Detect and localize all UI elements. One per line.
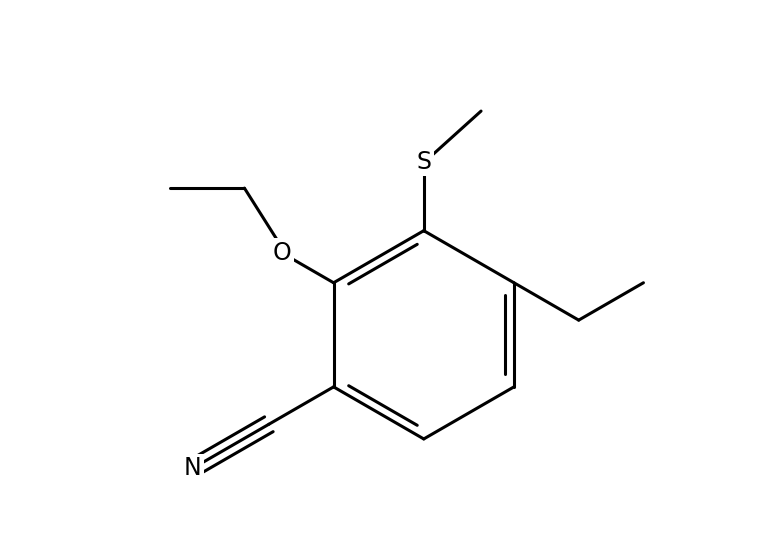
Text: N: N [184, 457, 202, 480]
Text: O: O [272, 241, 291, 265]
Text: S: S [416, 150, 431, 174]
